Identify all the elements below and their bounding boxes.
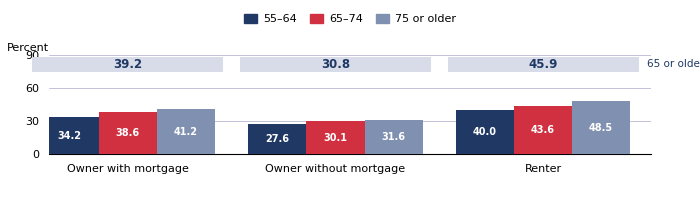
Bar: [99, 112, 157, 154]
Text: 34.2: 34.2: [58, 131, 82, 141]
Text: 30.1: 30.1: [323, 133, 347, 143]
Bar: [514, 107, 572, 154]
Bar: [248, 124, 307, 154]
Text: 31.6: 31.6: [382, 132, 405, 142]
Bar: [572, 101, 630, 154]
Text: 41.2: 41.2: [174, 127, 198, 137]
Text: 39.2: 39.2: [113, 58, 142, 71]
Bar: [447, 57, 638, 72]
Bar: [456, 110, 514, 154]
Text: 48.5: 48.5: [589, 123, 613, 133]
Text: 30.8: 30.8: [321, 58, 350, 71]
Bar: [365, 120, 423, 154]
Text: Percent: Percent: [7, 43, 49, 53]
Text: 27.6: 27.6: [265, 134, 289, 144]
Text: 65 or older: 65 or older: [647, 59, 700, 69]
Text: 43.6: 43.6: [531, 126, 555, 135]
Bar: [41, 117, 99, 154]
Bar: [157, 109, 215, 154]
Bar: [240, 57, 431, 72]
Text: 38.6: 38.6: [116, 128, 140, 138]
Text: 45.9: 45.9: [528, 58, 558, 71]
Bar: [32, 57, 223, 72]
Text: 40.0: 40.0: [473, 128, 497, 137]
Bar: [307, 121, 365, 154]
Legend: 55–64, 65–74, 75 or older: 55–64, 65–74, 75 or older: [239, 10, 461, 29]
